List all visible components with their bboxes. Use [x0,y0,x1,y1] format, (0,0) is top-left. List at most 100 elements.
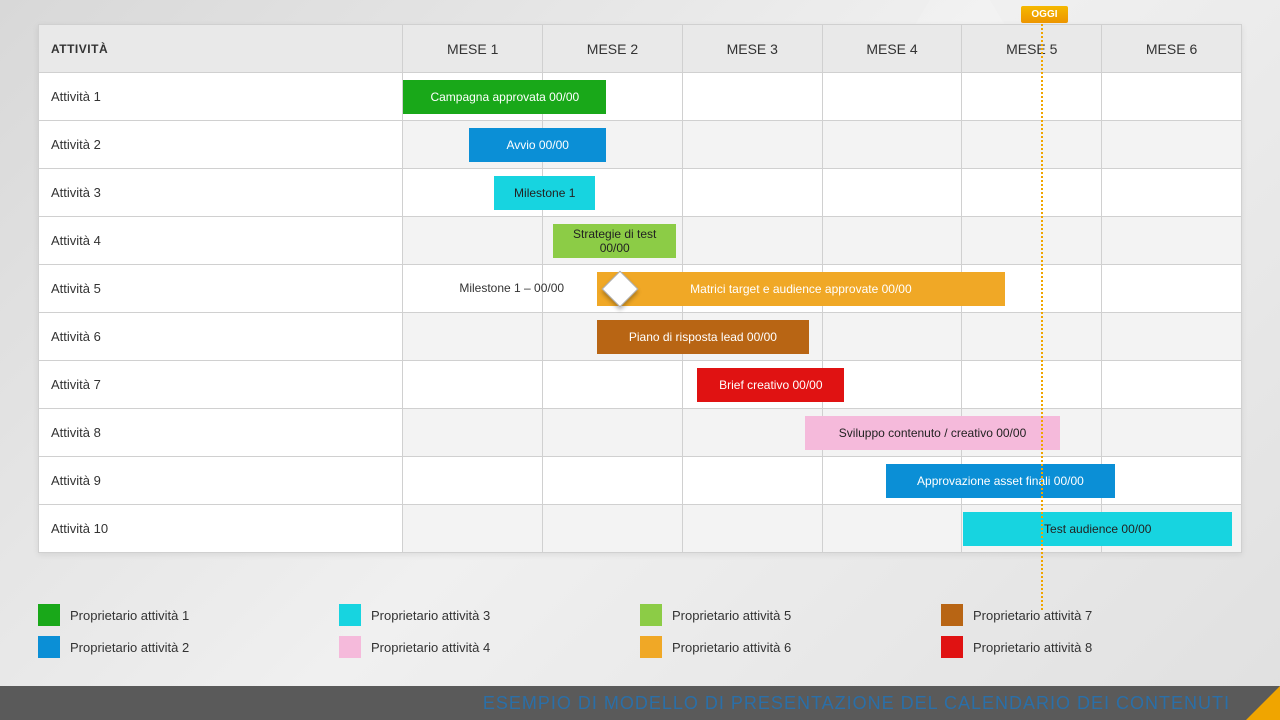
legend-swatch [941,636,963,658]
gantt-cell: Sviluppo contenuto / creativo 00/00 [403,409,543,457]
gantt-chart: OGGI ATTIVITÀ MESE 1 MESE 2 MESE 3 MESE … [38,24,1242,570]
gantt-bar: Milestone 1 [494,176,595,210]
today-badge: OGGI [1021,6,1067,23]
table-row: Attività 3 Milestone 1 [39,169,1242,217]
legend-label: Proprietario attività 5 [672,608,791,623]
gantt-cell [1102,169,1242,217]
gantt-cell [543,409,683,457]
activity-header: ATTIVITÀ [39,25,403,73]
gantt-cell [1102,457,1242,505]
gantt-cell [543,505,683,553]
gantt-cell [1102,313,1242,361]
gantt-cell [962,361,1102,409]
legend-swatch [640,636,662,658]
activity-label: Attività 5 [39,265,403,313]
legend-swatch [640,604,662,626]
gantt-bar: Test audience 00/00 [963,512,1232,546]
table-row: Attività 8Sviluppo contenuto / creativo … [39,409,1242,457]
month-header: MESE 5 [962,25,1102,73]
activity-label: Attività 8 [39,409,403,457]
legend-swatch [339,604,361,626]
gantt-bar: Avvio 00/00 [469,128,606,162]
gantt-cell [822,121,962,169]
activity-label: Attività 3 [39,169,403,217]
gantt-table: ATTIVITÀ MESE 1 MESE 2 MESE 3 MESE 4 MES… [38,24,1242,553]
gantt-cell [962,313,1102,361]
month-header: MESE 1 [403,25,543,73]
gantt-cell: Avvio 00/00 [403,121,543,169]
legend-swatch [38,604,60,626]
gantt-cell [822,505,962,553]
gantt-cell [1102,73,1242,121]
footer-accent-triangle [1246,686,1280,720]
gantt-cell [682,457,822,505]
legend-label: Proprietario attività 1 [70,608,189,623]
gantt-cell [822,169,962,217]
milestone-label: Milestone 1 – 00/00 [459,281,564,295]
activity-label: Attività 1 [39,73,403,121]
legend-item: Proprietario attività 8 [941,636,1242,658]
table-row: Attività 7Brief creativo 00/00 [39,361,1242,409]
gantt-cell: Test audience 00/00 [403,505,543,553]
gantt-cell [543,361,683,409]
legend-item: Proprietario attività 3 [339,604,640,626]
gantt-cell [682,169,822,217]
gantt-bar: Approvazione asset finali 00/00 [886,464,1114,498]
gantt-bar: Strategie di test 00/00 [553,224,676,258]
gantt-cell [682,505,822,553]
month-header: MESE 3 [682,25,822,73]
gantt-cell [822,313,962,361]
gantt-cell: Piano di risposta lead 00/00 [403,313,543,361]
table-row: Attività 6Piano di risposta lead 00/00 [39,313,1242,361]
legend-label: Proprietario attività 4 [371,640,490,655]
gantt-bar: Matrici target e audience approvate 00/0… [597,272,1006,306]
activity-label: Attività 4 [39,217,403,265]
table-row: Attività 1Campagna approvata 00/00 [39,73,1242,121]
gantt-bar: Brief creativo 00/00 [697,368,844,402]
gantt-cell [962,73,1102,121]
table-row: Attività 10Test audience 00/00 [39,505,1242,553]
activity-label: Attività 7 [39,361,403,409]
gantt-cell: Brief creativo 00/00 [403,361,543,409]
legend-item: Proprietario attività 7 [941,604,1242,626]
gantt-cell: Campagna approvata 00/00 [403,73,543,121]
gantt-cell: Matrici target e audience approvate 00/0… [403,265,543,313]
legend-swatch [38,636,60,658]
gantt-bar: Sviluppo contenuto / creativo 00/00 [805,416,1060,450]
month-header: MESE 2 [543,25,683,73]
gantt-bar: Piano di risposta lead 00/00 [597,320,810,354]
footer-title: ESEMPIO DI MODELLO DI PRESENTAZIONE DEL … [483,693,1230,714]
gantt-cell [1102,217,1242,265]
table-row: Attività 2Avvio 00/00 [39,121,1242,169]
legend-label: Proprietario attività 2 [70,640,189,655]
table-row: Attività 4Strategie di test 00/00 [39,217,1242,265]
legend-swatch [339,636,361,658]
gantt-cell [822,217,962,265]
gantt-cell [682,121,822,169]
legend-item: Proprietario attività 4 [339,636,640,658]
legend-item: Proprietario attività 5 [640,604,941,626]
legend-item: Proprietario attività 2 [38,636,339,658]
legend-item: Proprietario attività 1 [38,604,339,626]
today-line [1041,24,1043,610]
gantt-cell [822,73,962,121]
header-row: ATTIVITÀ MESE 1 MESE 2 MESE 3 MESE 4 MES… [39,25,1242,73]
legend-label: Proprietario attività 3 [371,608,490,623]
gantt-cell [1102,361,1242,409]
gantt-cell [1102,265,1242,313]
gantt-cell [962,121,1102,169]
gantt-cell: Strategie di test 00/00 [403,217,543,265]
activity-label: Attività 9 [39,457,403,505]
gantt-cell [543,457,683,505]
activity-label: Attività 6 [39,313,403,361]
activity-label: Attività 10 [39,505,403,553]
legend-item: Proprietario attività 6 [640,636,941,658]
footer-bar: ESEMPIO DI MODELLO DI PRESENTAZIONE DEL … [0,686,1280,720]
gantt-cell [1102,409,1242,457]
legend-label: Proprietario attività 6 [672,640,791,655]
activity-label: Attività 2 [39,121,403,169]
gantt-cell [962,169,1102,217]
month-header: MESE 6 [1102,25,1242,73]
legend: Proprietario attività 1 Proprietario atti… [38,604,1242,658]
gantt-cell [682,217,822,265]
